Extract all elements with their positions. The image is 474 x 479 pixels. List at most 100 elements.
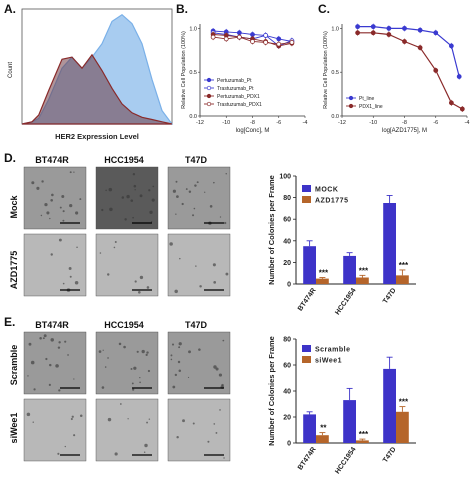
colony-dot	[213, 423, 216, 425]
colony-dot	[219, 409, 221, 411]
x-tick-label: -10	[222, 120, 230, 126]
legend-swatch	[302, 185, 311, 192]
colony-dot	[177, 360, 181, 364]
colony-dot	[50, 198, 53, 202]
colony-dot	[57, 452, 60, 455]
colony-dot	[104, 366, 107, 368]
colony-dot	[188, 190, 192, 193]
colony-dot	[219, 216, 222, 218]
bar	[383, 203, 396, 284]
colony-dot	[175, 213, 177, 215]
colony-dot	[119, 403, 122, 405]
y-tick-label: 80	[283, 337, 291, 344]
colony-dot	[41, 180, 44, 183]
colony-dot	[176, 435, 179, 439]
colony-dot	[39, 336, 42, 340]
colony-dot	[76, 246, 78, 248]
data-point	[370, 30, 376, 36]
legend-swatch-marker	[348, 95, 354, 101]
colony-dot	[223, 457, 225, 459]
colony-dot	[121, 196, 125, 199]
significance-label: ***	[319, 269, 329, 278]
colony-dot	[69, 275, 72, 278]
data-point	[402, 39, 407, 44]
micrograph-image	[95, 233, 159, 297]
colony-dot	[33, 388, 36, 391]
micrograph-image	[23, 166, 87, 230]
colony-dot	[150, 221, 153, 223]
hist-y-label: Count	[8, 62, 14, 78]
legend-swatch-marker	[348, 103, 354, 109]
colony-dot	[144, 443, 148, 448]
data-point	[263, 40, 269, 45]
colony-dot	[215, 431, 218, 434]
colony-dot	[196, 181, 199, 184]
colony-dot	[124, 218, 127, 221]
x-axis-label: log[Conc], M	[236, 128, 270, 134]
colony-dot	[178, 342, 182, 346]
colony-dot	[192, 422, 195, 425]
colony-dot	[215, 367, 219, 371]
micrograph-image	[167, 398, 231, 462]
colony-dot	[99, 252, 102, 254]
y-tick-label: 20	[283, 415, 291, 422]
bar	[303, 414, 316, 443]
data-point	[386, 32, 392, 37]
colony-dot	[146, 351, 149, 354]
colony-dot	[130, 367, 133, 370]
panel-label-b: B.	[176, 2, 188, 16]
legend-swatch	[302, 196, 311, 203]
colony-dot	[58, 341, 61, 344]
colony-dot	[131, 382, 134, 385]
micrograph-image	[23, 398, 87, 462]
y-tick-label: 20	[283, 260, 291, 267]
colony-dot	[188, 350, 191, 354]
colony-dot	[185, 188, 188, 190]
colony-dot	[132, 388, 135, 391]
y-tick-label: 60	[283, 363, 291, 370]
col-title-bt474r-e: BT474R	[35, 320, 69, 330]
colony-dot	[64, 340, 67, 343]
data-point	[263, 32, 269, 38]
x-tick-label: -10	[369, 120, 377, 126]
colony-image-grid-d: BT474R HCC1954 T47D Mock AZD1775	[9, 155, 231, 297]
colony-dot	[145, 353, 148, 356]
colony-dot	[187, 376, 190, 379]
colony-image-grid-e: BT474R HCC1954 T47D Scramble siWee1	[9, 320, 231, 462]
colony-dot	[172, 385, 176, 389]
colony-dot	[195, 265, 197, 267]
y-tick-label: 100	[279, 174, 291, 181]
colony-dot	[143, 451, 146, 453]
colony-dot	[130, 199, 134, 202]
colony-dot	[98, 350, 102, 353]
colony-dot	[148, 189, 151, 192]
data-point	[370, 24, 376, 30]
significance-label: ***	[359, 266, 369, 275]
colony-dot	[40, 214, 43, 217]
colony-dot	[133, 184, 137, 188]
colony-dot	[69, 204, 73, 208]
colony-dot	[218, 373, 223, 377]
colony-dot	[68, 267, 72, 270]
x-tick-label: -6	[276, 120, 281, 126]
y-tick-label: 1.0	[331, 26, 339, 32]
colony-dot	[138, 290, 141, 294]
hist-x-label: HER2 Expression Level	[55, 132, 139, 141]
bar	[303, 246, 316, 284]
micrograph-image	[23, 233, 87, 297]
panel-label-d: D.	[4, 151, 16, 165]
data-point	[456, 74, 462, 79]
colony-dot	[209, 205, 213, 208]
colony-dot	[107, 273, 110, 276]
series-line-0	[357, 26, 460, 77]
legend-swatch-marker	[206, 77, 212, 83]
colony-dot	[27, 375, 29, 377]
colony-dot	[136, 350, 139, 353]
colony-dot	[75, 211, 79, 215]
colony-dot	[139, 194, 143, 198]
colony-dot	[74, 281, 79, 285]
colony-dot	[73, 434, 76, 437]
colony-dot	[213, 280, 217, 284]
colony-dot	[222, 339, 225, 342]
